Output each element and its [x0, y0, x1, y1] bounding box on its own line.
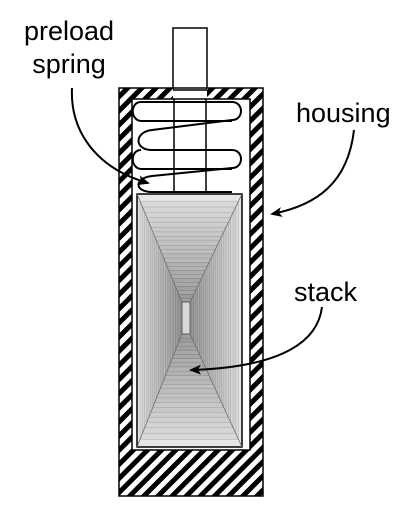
preload-spring-label-line2: spring	[32, 49, 106, 79]
housing-top-left	[119, 88, 173, 99]
stack-edge-line	[189, 333, 243, 448]
housing-arrow	[270, 129, 355, 217]
preload-spring-arrow	[70, 87, 150, 186]
housing-outline	[118, 87, 264, 497]
preload-spring-label-line1: preload	[23, 16, 115, 46]
stack-edge-line	[136, 333, 183, 448]
housing-left-wall	[119, 88, 132, 496]
preload-spring-label: preload spring	[18, 15, 120, 81]
stack-arrow	[189, 306, 323, 375]
stack-label: stack	[294, 277, 358, 307]
housing-top-right	[207, 88, 263, 99]
stack-edge-line	[136, 193, 183, 303]
stack	[136, 193, 243, 448]
spring-coil-back	[131, 101, 232, 170]
output-shaft	[172, 27, 208, 91]
housing-right-wall	[250, 88, 263, 496]
stack-edge-line	[189, 193, 243, 303]
housing-label: housing	[296, 98, 391, 128]
stack-core	[181, 301, 191, 335]
housing-base	[119, 450, 263, 496]
